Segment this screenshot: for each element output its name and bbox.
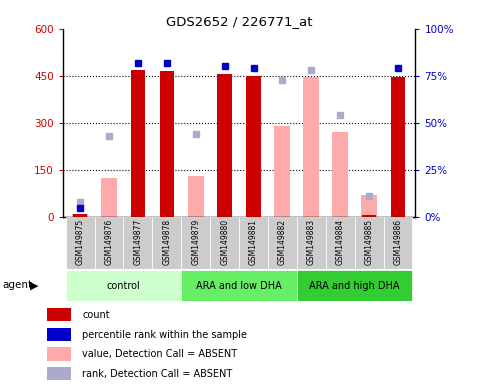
Bar [47,308,71,321]
Text: GSM149881: GSM149881 [249,218,258,265]
Bar [131,70,145,217]
Text: control: control [107,280,141,291]
Text: rank, Detection Call = ABSENT: rank, Detection Call = ABSENT [82,369,232,379]
Text: ARA and low DHA: ARA and low DHA [196,280,282,291]
Bar [326,217,355,269]
Bar [72,214,88,217]
Bar [66,270,181,301]
Bar [303,78,319,217]
Bar [361,195,377,217]
Text: GSM149877: GSM149877 [133,218,142,265]
Text: GSM149875: GSM149875 [76,218,85,265]
Text: GSM149883: GSM149883 [307,218,316,265]
Bar [181,270,297,301]
Bar [188,176,204,217]
Bar [217,74,232,217]
Bar [332,132,348,217]
Bar [47,367,71,381]
Text: ▶: ▶ [30,280,39,290]
Bar [66,217,95,269]
Bar [239,217,268,269]
Bar [47,328,71,341]
Text: GSM149882: GSM149882 [278,218,287,265]
Bar [297,270,412,301]
Text: GDS2652 / 226771_at: GDS2652 / 226771_at [166,15,313,28]
Bar [73,214,87,217]
Bar [297,217,326,269]
Bar [47,348,71,361]
Text: ARA and high DHA: ARA and high DHA [310,280,400,291]
Bar [101,178,117,217]
Text: GSM149886: GSM149886 [394,218,402,265]
Bar [159,71,174,217]
Text: GSM149878: GSM149878 [162,218,171,265]
Text: GSM149879: GSM149879 [191,218,200,265]
Text: GSM149885: GSM149885 [365,218,374,265]
Bar [152,217,181,269]
Bar [355,217,384,269]
Bar [124,217,152,269]
Text: agent: agent [2,280,32,290]
Bar [384,217,412,269]
Bar [391,78,405,217]
Text: percentile rank within the sample: percentile rank within the sample [82,330,247,340]
Bar [210,217,239,269]
Bar [274,126,290,217]
Bar [95,217,124,269]
Bar [362,215,376,217]
Text: GSM149880: GSM149880 [220,218,229,265]
Text: GSM149884: GSM149884 [336,218,345,265]
Text: GSM149876: GSM149876 [104,218,114,265]
Bar [181,217,210,269]
Text: value, Detection Call = ABSENT: value, Detection Call = ABSENT [82,349,237,359]
Bar [268,217,297,269]
Bar [246,76,261,217]
Text: count: count [82,310,110,320]
